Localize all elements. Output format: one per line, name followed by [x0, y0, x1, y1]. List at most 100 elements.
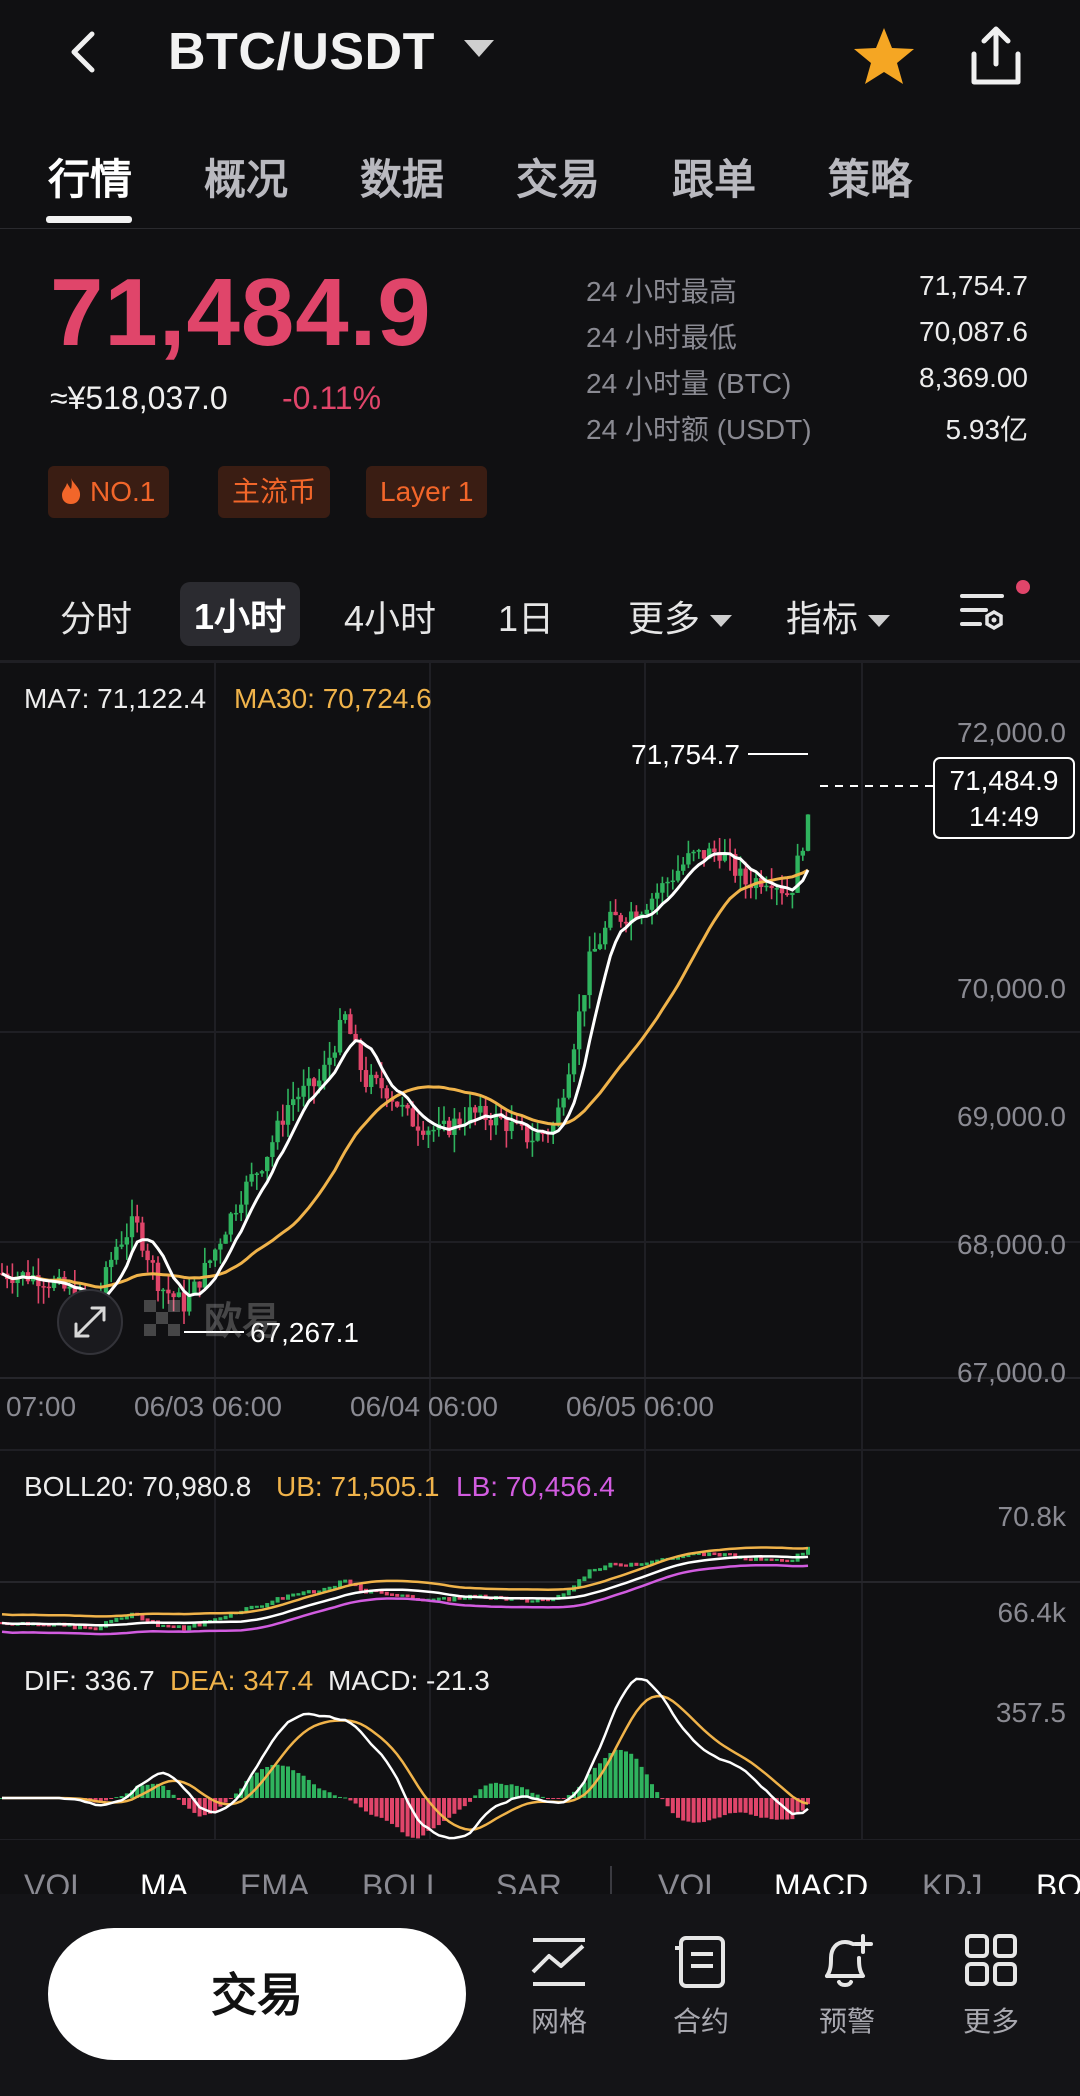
ind-tab-sar[interactable]: SAR: [496, 1868, 562, 1894]
share-icon[interactable]: [966, 24, 1026, 88]
macd-bar: [712, 1798, 717, 1819]
macd-bar: [384, 1798, 389, 1821]
boll-lb-legend: LB: 70,456.4: [456, 1471, 615, 1502]
back-arrow-icon[interactable]: [62, 30, 106, 74]
indicator-dropdown[interactable]: 指标: [786, 590, 891, 642]
candle-body: [379, 1078, 384, 1089]
tag-mainstream[interactable]: 主流币: [218, 466, 331, 518]
ind-tab-more[interactable]: BO: [1036, 1868, 1080, 1894]
boll-axis-top: 70.8k: [998, 1501, 1067, 1532]
tab-data[interactable]: 数据: [360, 156, 445, 203]
candle-body: [675, 870, 681, 881]
tag-layer1[interactable]: Layer 1: [366, 466, 488, 518]
last-price-box[interactable]: [933, 757, 1075, 839]
macd-bar: [135, 1785, 140, 1798]
macd-bar: [483, 1785, 488, 1798]
macd-bar: [228, 1798, 233, 1799]
interval-more-dropdown[interactable]: 更多: [628, 590, 733, 642]
macd-bar: [514, 1785, 519, 1798]
candle-body: [280, 1120, 285, 1125]
macd-bar: [535, 1794, 540, 1798]
candle-body: [623, 921, 629, 924]
macd-bar: [431, 1798, 436, 1829]
kline-chart[interactable]: MA7: 71,122.4 MA30: 70,724.6 72,000.0 70…: [0, 660, 1080, 1840]
macd-bar: [395, 1798, 400, 1828]
candle-body: [592, 948, 597, 952]
boll-candle: [410, 1595, 415, 1601]
boll-candle: [171, 1625, 176, 1629]
macd-bar: [166, 1790, 171, 1798]
candle-body: [707, 848, 712, 859]
boll-candle: [192, 1623, 197, 1628]
notification-dot: [1016, 580, 1030, 594]
boll-candle: [390, 1593, 394, 1596]
boll-candle: [785, 1559, 790, 1563]
macd-bar: [98, 1798, 103, 1803]
macd-bar: [327, 1792, 332, 1798]
fullscreen-button[interactable]: [57, 1289, 123, 1355]
ind-tab-macd[interactable]: MACD: [774, 1868, 869, 1894]
grid-button[interactable]: 网格: [504, 1934, 614, 2040]
candle-body: [644, 909, 649, 915]
boll-candle: [98, 1625, 103, 1631]
ind-tab-boll[interactable]: BOLL: [362, 1868, 444, 1894]
more-button[interactable]: 更多: [936, 1934, 1046, 2040]
interval-timeline[interactable]: 分时: [60, 598, 133, 639]
candle-body: [774, 888, 779, 890]
pair-dropdown-icon[interactable]: [464, 40, 494, 57]
candle-body: [322, 1064, 327, 1081]
candle-body: [701, 850, 707, 859]
candle-body: [207, 1260, 213, 1263]
y-label-70000: 70,000.0: [957, 973, 1066, 1004]
y-label-67000: 67,000.0: [957, 1357, 1066, 1388]
tab-market[interactable]: 行情: [48, 156, 133, 203]
chart-settings-icon[interactable]: [958, 588, 1006, 636]
boll-candle: [395, 1593, 400, 1597]
interval-1d[interactable]: 1日: [498, 598, 555, 639]
tab-strategy[interactable]: 策略: [828, 156, 913, 203]
tab-overview[interactable]: 概况: [204, 156, 289, 203]
interval-bar: 分时 1小时 4小时 1日 更多 指标: [0, 570, 1080, 661]
boll-candle: [223, 1615, 228, 1620]
candle-body: [504, 1118, 509, 1132]
favorite-star-icon[interactable]: [852, 24, 916, 88]
candle-body: [509, 1121, 514, 1132]
ind-tab-ma[interactable]: MA: [140, 1868, 188, 1894]
trade-button[interactable]: 交易: [48, 1928, 466, 2060]
boll-candle: [743, 1555, 748, 1561]
candle-body: [119, 1244, 124, 1247]
macd-bar: [332, 1795, 337, 1798]
macd-bar: [676, 1798, 680, 1818]
ind-tab-sub-vol[interactable]: VOL: [658, 1868, 723, 1894]
contract-button[interactable]: 合约: [646, 1934, 756, 2040]
macd-bar: [119, 1795, 124, 1798]
ind-tab-vol[interactable]: VOL: [24, 1868, 89, 1894]
boll-candle: [150, 1619, 155, 1623]
ind-tab-kdj[interactable]: KDJ: [922, 1868, 983, 1894]
candle-body: [670, 880, 675, 883]
boll-candle: [592, 1568, 597, 1572]
boll-candle: [561, 1593, 566, 1597]
boll-candle: [436, 1597, 441, 1601]
candle-body: [306, 1078, 311, 1086]
interval-1h[interactable]: 1小时: [180, 582, 301, 646]
candle-body: [571, 1049, 577, 1075]
macd-bar: [774, 1798, 779, 1820]
candle-body: [270, 1142, 275, 1157]
tab-copy-trading[interactable]: 跟单: [672, 156, 757, 203]
candle-body: [582, 995, 587, 1012]
interval-4h[interactable]: 4小时: [344, 598, 437, 639]
candle-body: [46, 1286, 51, 1289]
candle-body: [109, 1259, 114, 1268]
tab-trade[interactable]: 交易: [516, 156, 601, 203]
alert-button[interactable]: 预警: [792, 1934, 902, 2040]
ind-tab-ema[interactable]: EMA: [240, 1868, 310, 1894]
pair-title[interactable]: BTC/USDT: [168, 23, 435, 81]
tag-rank[interactable]: NO.1: [48, 466, 170, 518]
candle-body: [202, 1262, 207, 1288]
chevron-down-icon: [710, 615, 733, 628]
macd-bar: [681, 1798, 686, 1821]
stat-value-turnover: 5.93亿: [945, 414, 1029, 445]
boll-candle: [806, 1546, 810, 1555]
boll-candle: [275, 1597, 280, 1603]
